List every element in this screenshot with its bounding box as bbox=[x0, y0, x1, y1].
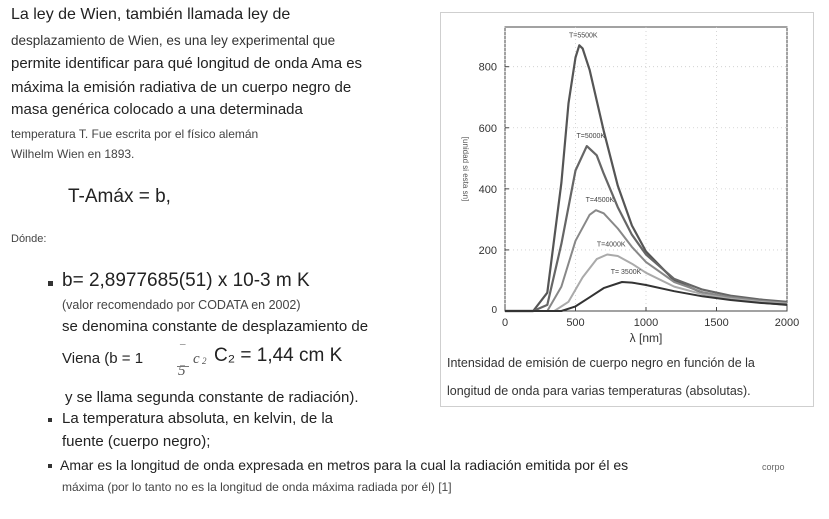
temperatura-line-1: La temperatura absoluta, en kelvin, de l… bbox=[62, 410, 334, 427]
series-label-2: T=4500K bbox=[586, 197, 615, 204]
x-axis-label: λ [nm] bbox=[630, 331, 663, 345]
fraction-c: c bbox=[193, 351, 200, 367]
fraction-numerator: – bbox=[180, 338, 186, 350]
fraction-denominator: 5 bbox=[178, 363, 186, 379]
intro-line-4: máxima la emisión radiativa de un cuerpo… bbox=[11, 79, 352, 96]
x-tick-label: 1500 bbox=[704, 317, 728, 329]
temperatura-line-2: fuente (cuerpo negro); bbox=[62, 433, 211, 450]
blackbody-chart: 0 500 1000 1500 2000 200 400 600 800 0 λ [nm] [unid… bbox=[461, 26, 799, 345]
amar-line-2: máxima (por lo tanto no es la longitud d… bbox=[62, 480, 452, 494]
bullet-b bbox=[48, 281, 53, 286]
blackbody-figure: 0 500 1000 1500 2000 200 400 600 800 0 λ [nm] [unid… bbox=[440, 12, 814, 407]
x-tick-label: 0 bbox=[502, 317, 508, 329]
fraction-c-subscript: 2 bbox=[202, 356, 207, 366]
y-axis-label: [unidad si esta sn] bbox=[461, 137, 470, 201]
donde-label: Dónde: bbox=[11, 233, 47, 245]
intro-line-5: masa genérica colocado a una determinada bbox=[11, 101, 303, 118]
intro-line-1: La ley de Wien, también llamada ley de bbox=[11, 6, 291, 23]
bullet-temp bbox=[48, 418, 52, 422]
viena-prefix: Viena (b = 1 bbox=[62, 350, 144, 367]
intro-line-2: desplazamiento de Wien, es una ley exper… bbox=[11, 33, 336, 48]
y-tick-label: 200 bbox=[479, 245, 497, 257]
c2-value: C₂ = 1,44 cm K bbox=[214, 345, 343, 366]
series-label-4: T= 3500K bbox=[611, 269, 642, 276]
y-tick-label: 800 bbox=[479, 62, 497, 74]
x-tick-label: 500 bbox=[566, 317, 584, 329]
y-tick-label: 400 bbox=[479, 184, 497, 196]
b-constant-value: b= 2,8977685(51) x 10-3 m K bbox=[62, 270, 310, 291]
plot-frame bbox=[504, 26, 788, 312]
amar-line-1: Amar es la longitud de onda expresada en… bbox=[60, 457, 629, 473]
y-tick-label: 0 bbox=[491, 305, 497, 316]
series-line-2 bbox=[505, 209, 788, 312]
intro-line-7: Wilhelm Wien en 1893. bbox=[11, 147, 135, 161]
fraction-bar bbox=[177, 366, 189, 367]
series-line-3 bbox=[505, 253, 788, 312]
intro-line-6: temperatura T. Fue escrita por el físico… bbox=[11, 127, 259, 141]
segunda-constante: y se llama segunda constante de radiació… bbox=[65, 389, 359, 406]
figure-caption-line-2: longitud de onda para varias temperatura… bbox=[447, 384, 751, 398]
x-tick-label: 2000 bbox=[775, 317, 799, 329]
series-label-1: T=5000K bbox=[576, 133, 605, 140]
y-tick-label: 600 bbox=[479, 123, 497, 135]
series-line-4 bbox=[505, 281, 788, 312]
intro-line-3: permite identificar para qué longitud de… bbox=[11, 55, 363, 72]
series-label-0: T=5500K bbox=[569, 32, 598, 39]
b-constant-note: (valor recomendado por CODATA en 2002) bbox=[62, 298, 301, 312]
wien-formula: T-Amáx = b, bbox=[68, 186, 171, 207]
x-tick-label: 1000 bbox=[634, 317, 658, 329]
series-label-3: T=4000K bbox=[597, 242, 626, 249]
corpo-fragment: corpo bbox=[762, 462, 785, 472]
figure-caption-line-1: Intensidad de emisión de cuerpo negro en… bbox=[447, 356, 755, 370]
bullet-amar bbox=[48, 464, 52, 468]
b-constant-desc: se denomina constante de desplazamiento … bbox=[62, 318, 369, 335]
series-line-1 bbox=[505, 145, 788, 313]
